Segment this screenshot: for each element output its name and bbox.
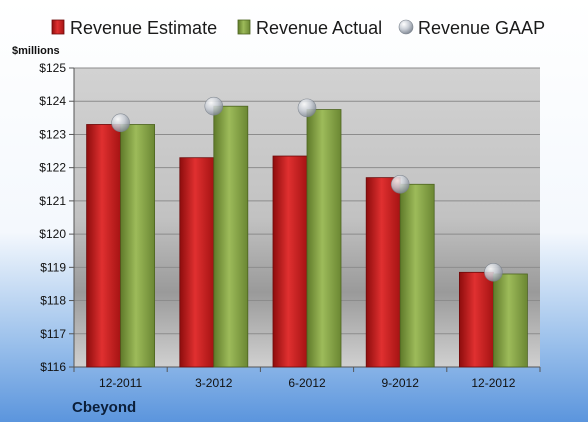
legend-label: Revenue Actual [256,18,382,38]
legend-label: Revenue GAAP [418,18,545,38]
plot-area: $116 $117 $118 $119 $120 $121 $122 $123 $124 $125… [39,61,541,390]
x-tick-label: 6-2012 [288,376,326,390]
y-tick-label: $123 [39,127,66,141]
revenue-actual-bar [399,183,435,368]
revenue-gaap-marker [111,113,130,133]
legend-item-revenue-actual: Revenue Actual [237,18,382,38]
revenue-estimate-bar [86,124,121,368]
y-tick-label: $120 [39,227,66,241]
revenue-actual-bar [492,273,528,368]
y-tick-label: $125 [39,61,66,75]
y-tick-label: $116 [40,360,66,374]
x-tick-label: 3-2012 [195,376,233,390]
revenue-actual-bar [306,109,342,368]
revenue-actual-bar [120,124,155,368]
revenue-estimate-bar [272,155,308,368]
y-unit-label: $millions [12,45,60,57]
company-label: Cbeyond [72,399,136,416]
legend-swatch [398,19,414,35]
x-tick-label: 12-2011 [99,376,142,390]
revenue-estimate-bar [458,271,494,368]
x-tick-label: 12-2012 [471,376,515,390]
legend-label: Revenue Estimate [70,18,217,38]
revenue-gaap-marker [297,98,317,118]
y-tick-label: $117 [40,327,66,341]
revenue-gaap-marker [390,174,410,194]
revenue-actual-bar [213,105,249,368]
y-tick-label: $124 [39,94,66,108]
revenue-gaap-marker [484,263,503,282]
legend: Revenue Estimate Revenue Actual Revenue GA… [51,18,545,38]
y-tick-label: $118 [40,294,66,308]
legend-item-revenue-estimate: Revenue Estimate [51,18,217,38]
revenue-gaap-marker [204,96,224,116]
y-tick-label: $122 [39,161,66,175]
legend-swatch [51,19,65,35]
y-tick-label: $121 [39,194,66,208]
revenue-estimate-bar [365,177,401,368]
x-tick-label: 9-2012 [382,376,420,390]
y-tick-label: $119 [40,260,66,274]
legend-swatch [237,19,251,35]
revenue-estimate-bar [179,157,215,368]
legend-item-revenue-gaap: Revenue GAAP [398,18,545,38]
